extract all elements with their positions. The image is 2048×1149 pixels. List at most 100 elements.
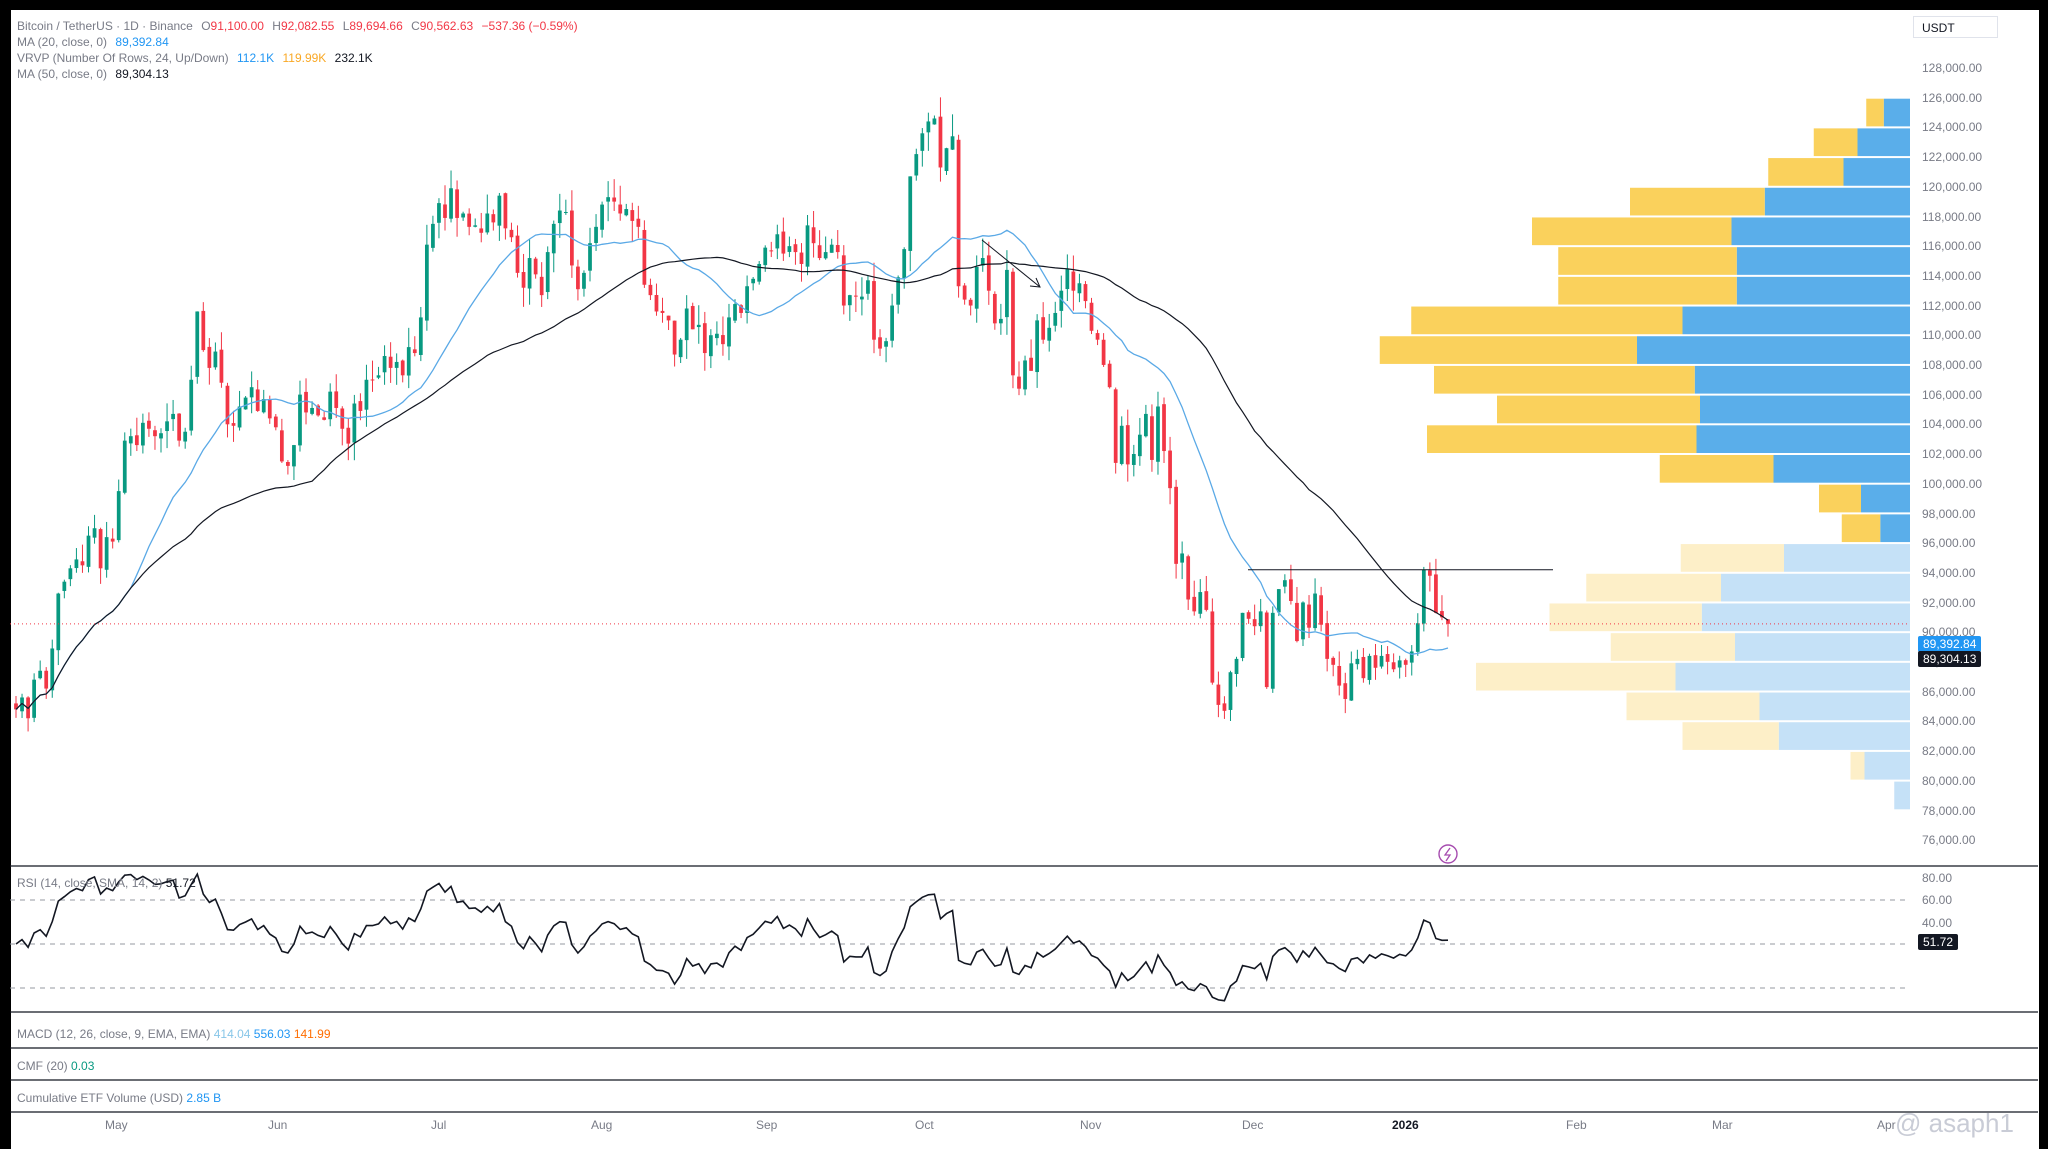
candle-body [853, 295, 858, 297]
candle-body [672, 320, 677, 355]
candle-body [1119, 425, 1124, 464]
volume-profile-up-bar [1861, 484, 1910, 513]
candle-body [1101, 339, 1106, 365]
candle-body [805, 225, 810, 267]
ma50-legend[interactable]: MA (50, close, 0) 89,304.13 [17, 67, 174, 81]
candle-body [515, 235, 520, 273]
candle-body [316, 405, 320, 416]
macd-hist-value: 414.04 [213, 1027, 251, 1041]
rsi-line [15, 872, 1449, 1002]
volume-profile-up-bar [1696, 425, 1910, 453]
volume-profile-down-bar [1680, 544, 1784, 572]
candle-body [1307, 604, 1311, 628]
candle-body [334, 391, 339, 408]
candle-body [1053, 312, 1058, 326]
candle-body [793, 244, 798, 253]
candle-body [1162, 404, 1166, 452]
candle-body [1210, 611, 1215, 683]
change-value: −537.36 (−0.59%) [481, 19, 578, 33]
rsi-label: RSI (14, close, SMA, 14, 2) [17, 876, 163, 890]
volume-profile-up-bar [1880, 514, 1910, 543]
candle-body [153, 430, 157, 437]
trend-arrow-head [1029, 277, 1041, 288]
candle-body [648, 284, 653, 296]
etf-label: Cumulative ETF Volume (USD) [17, 1091, 184, 1105]
vrvp-legend[interactable]: VRVP (Number Of Rows, 24, Up/Down) 112.1… [17, 51, 378, 65]
candle-body [1029, 357, 1033, 371]
etf-legend[interactable]: Cumulative ETF Volume (USD) 2.85 B [17, 1091, 221, 1105]
candle-body [860, 296, 864, 300]
volume-profile-up-bar [1764, 187, 1910, 216]
candle-body [817, 245, 822, 259]
price-tick-label: 118,000.00 [1922, 209, 1982, 224]
candle-body [932, 118, 937, 125]
candle-body [999, 318, 1003, 324]
price-tick-label: 116,000.00 [1922, 239, 1982, 254]
volume-profile-down-bar [1682, 722, 1779, 750]
candle-body [757, 263, 762, 282]
candle-body [44, 670, 49, 689]
candle-body [1113, 389, 1118, 463]
candle-body [642, 229, 647, 285]
candle-body [847, 295, 852, 306]
volume-profile-down-bar [1659, 455, 1774, 483]
candle-body [56, 593, 61, 651]
candle-body [467, 213, 472, 227]
price-tick-label: 100,000.00 [1922, 476, 1983, 491]
candle-body [1264, 612, 1269, 688]
candle-body [866, 280, 870, 294]
candle-body [1095, 333, 1100, 340]
candle-body [594, 226, 598, 243]
candle-body [195, 311, 200, 377]
ma20-legend[interactable]: MA (20, close, 0) 89,392.84 [17, 35, 174, 49]
candle-body [1065, 268, 1070, 290]
rsi-legend[interactable]: RSI (14, close, SMA, 14, 2) 51.72 [17, 876, 196, 890]
candle-body [20, 697, 24, 712]
cmf-label: CMF (20) [17, 1059, 68, 1073]
candle-body [1174, 486, 1178, 564]
price-tick-label: 92,000.00 [1922, 595, 1976, 610]
cmf-legend[interactable]: CMF (20) 0.03 [17, 1059, 94, 1073]
candle-body [80, 561, 85, 566]
price-tick-label: 114,000.00 [1922, 268, 1982, 283]
candle-body [1258, 611, 1263, 627]
candle-body [1144, 413, 1148, 437]
price-tick-label: 106,000.00 [1922, 387, 1983, 402]
ma20-price-badge: 89,392.84 [1918, 636, 1982, 652]
volume-profile-down-bar [1427, 425, 1697, 453]
currency-button[interactable]: USDT [1913, 16, 1998, 38]
rsi-badge: 51.72 [1918, 934, 1959, 950]
candle-body [914, 154, 919, 176]
candle-body [1023, 360, 1027, 390]
candle-body [171, 413, 175, 420]
candle-body [1270, 612, 1275, 689]
candle-body [358, 401, 363, 411]
candle-body [479, 228, 484, 233]
candle-body [159, 433, 163, 439]
candle-body [545, 252, 550, 293]
candle-body [775, 234, 780, 249]
candle-body [225, 385, 230, 425]
etf-value: 2.85 B [186, 1091, 222, 1105]
candle-body [557, 210, 562, 224]
price-tick-label: 112,000.00 [1922, 298, 1982, 313]
candle-body [1409, 651, 1414, 663]
candle-body [1289, 579, 1293, 601]
symbol-legend[interactable]: Bitcoin / TetherUS · 1D · Binance O91,10… [17, 19, 583, 33]
candle-body [539, 276, 544, 296]
candle-body [237, 406, 242, 428]
chart-canvas[interactable] [10, 10, 2038, 1149]
candle-body [243, 397, 248, 410]
candle-body [1089, 302, 1094, 331]
candle-body [1005, 269, 1009, 318]
rsi-tick-label: 80.00 [1922, 871, 1953, 885]
macd-legend[interactable]: MACD (12, 26, close, 9, EMA, EMA) 414.04… [17, 1027, 331, 1041]
candle-body [473, 225, 478, 227]
candle-body [370, 379, 375, 381]
candle-body [509, 229, 514, 238]
candle-body [110, 538, 115, 542]
candle-body [944, 148, 949, 172]
candle-body [624, 209, 629, 216]
candle-body [286, 462, 290, 466]
time-tick-label: Mar [1712, 1118, 1733, 1132]
